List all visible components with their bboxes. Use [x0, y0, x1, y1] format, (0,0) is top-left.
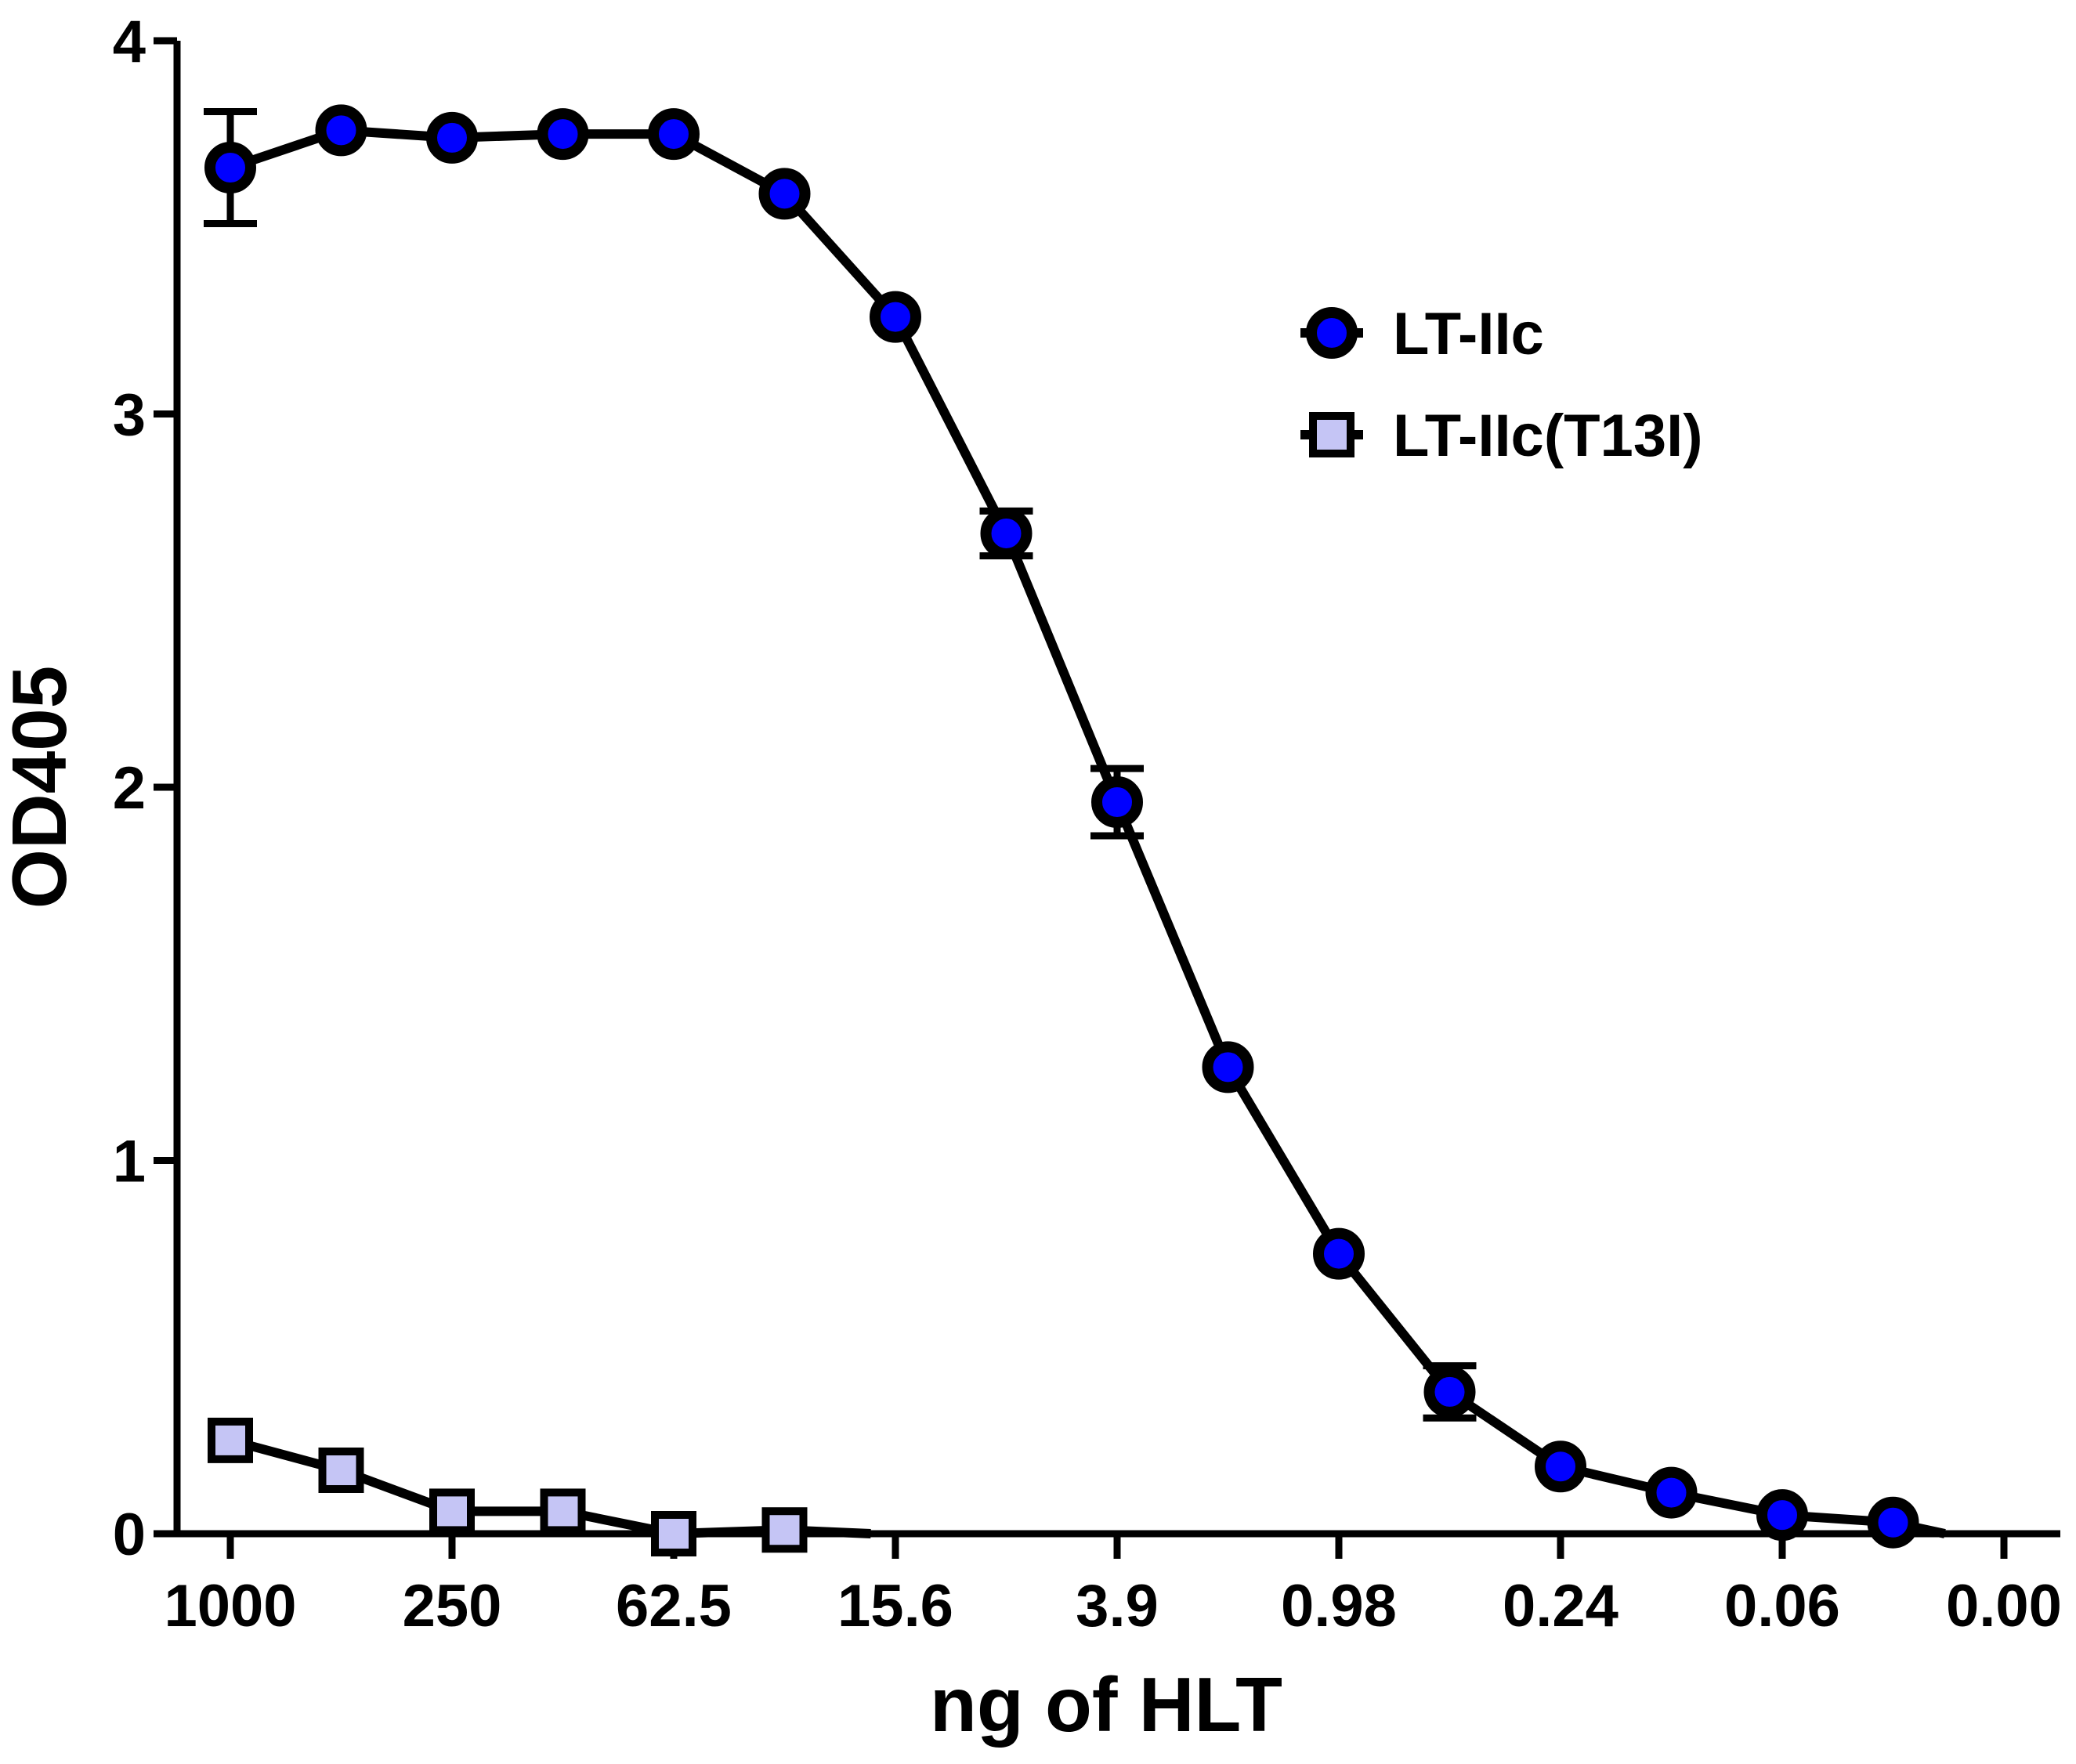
lt-iic-point: [315, 104, 367, 157]
series-layer: [204, 104, 1946, 1556]
lt-iic-t13i-point: [540, 1488, 586, 1534]
y-tick-label: 2: [113, 755, 146, 822]
x-tick-label: 0.24: [1503, 1573, 1618, 1639]
lt-iic-series: [204, 104, 1946, 1549]
lt-iic-t13i-series: [208, 1417, 871, 1556]
lt-iic-t13i-point: [761, 1507, 808, 1553]
x-tick-label: 250: [403, 1573, 502, 1639]
x-tick-label: 0.00: [1946, 1573, 2062, 1639]
lt-iic-point: [537, 108, 589, 161]
legend: LT-IIc LT-IIc(T13I): [1300, 301, 1703, 469]
lt-iic-point: [1313, 1227, 1365, 1280]
lt-iic-point: [1423, 1365, 1476, 1418]
lt-iic-point: [204, 142, 256, 194]
legend-item-lt-iic: LT-IIc: [1300, 301, 1544, 367]
x-tick-label: 62.5: [616, 1573, 732, 1639]
lt-iic-point: [426, 111, 478, 164]
legend-circle-marker: [1306, 307, 1358, 359]
lt-iic-point: [1756, 1489, 1808, 1542]
lt-iic-point: [648, 108, 700, 161]
lt-iic-t13i-point: [651, 1511, 696, 1556]
lt-iic-point: [758, 168, 811, 220]
lt-iic-line: [229, 125, 1946, 1538]
lt-iic-t13i-point: [429, 1488, 475, 1534]
lt-iic-t13i-point: [318, 1447, 364, 1493]
legend-square-marker: [1309, 412, 1354, 457]
y-axis-title: OD405: [0, 666, 82, 909]
lt-iic-point: [870, 291, 921, 343]
y-tick-label: 4: [113, 9, 146, 75]
x-tick-label: 15.6: [837, 1573, 953, 1639]
x-tick-label: 3.9: [1076, 1573, 1159, 1639]
lt-iic-point: [1202, 1041, 1254, 1093]
x-axis-title: ng of HLT: [930, 1661, 1282, 1748]
lt-iic-point: [1091, 776, 1143, 829]
y-tick-label: 0: [113, 1502, 146, 1568]
x-ticks: 1000 250 62.5 15.6 3.9 0.98 0.24 0.06 0.00: [164, 1534, 2062, 1639]
lt-iic-t13i-point: [208, 1417, 253, 1463]
lt-iic-point: [980, 507, 1033, 559]
x-tick-label: 1000: [164, 1573, 296, 1639]
y-ticks: 0 1 2 3 4: [113, 9, 177, 1568]
x-tick-label: 0.06: [1724, 1573, 1840, 1639]
legend-item-lt-iic-t13i: LT-IIc(T13I): [1300, 403, 1703, 469]
y-tick-label: 1: [113, 1129, 146, 1195]
legend-label-lt-iic-t13i: LT-IIc(T13I): [1393, 403, 1703, 469]
lt-iic-point: [1867, 1496, 1919, 1549]
lt-iic-point: [1535, 1440, 1586, 1493]
legend-label-lt-iic: LT-IIc: [1393, 301, 1544, 367]
x-tick-label: 0.98: [1281, 1573, 1397, 1639]
y-tick-label: 3: [113, 382, 146, 449]
lt-iic-point: [1645, 1466, 1698, 1519]
